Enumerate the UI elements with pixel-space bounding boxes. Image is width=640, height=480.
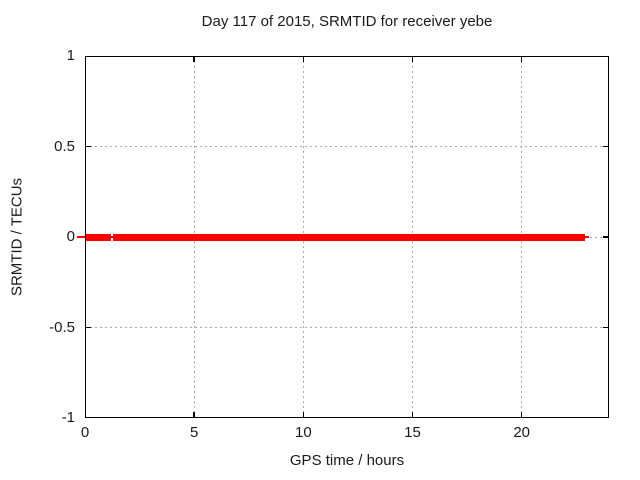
y-tick-label: -1 (61, 409, 75, 426)
x-tick-label: 20 (513, 424, 530, 441)
x-axis-label: GPS time / hours (289, 452, 405, 469)
y-tick-label: 0.5 (54, 137, 75, 155)
data-series-segment (112, 233, 585, 241)
x-tick-mark-top (411, 56, 414, 62)
x-tick-label: 5 (189, 424, 199, 441)
y-tick-label: 1 (66, 47, 75, 64)
chart-title: Day 117 of 2015, SRMTID for receiver yeb… (201, 13, 493, 30)
y-tick-label: 0 (66, 228, 75, 245)
x-tick-mark-top (520, 56, 523, 62)
x-tick-mark-bottom (193, 412, 195, 418)
x-tick-mark-top (193, 56, 195, 62)
y-tick-mark-right (603, 236, 609, 238)
y-gridline (85, 327, 609, 328)
x-tick-mark-bottom (302, 412, 305, 418)
y-tick-mark-right (603, 326, 609, 329)
y-tick-mark-left (85, 326, 91, 329)
y-tick-label: -0.5 (49, 318, 75, 336)
x-tick-mark-bottom (411, 412, 414, 418)
y-gridline (85, 146, 609, 147)
y-tick-mark-right (603, 145, 609, 148)
data-series-segment (85, 233, 111, 241)
x-tick-mark-bottom (520, 412, 523, 418)
x-tick-label: 15 (404, 424, 421, 441)
x-tick-label: 10 (294, 424, 312, 441)
plot-border (85, 56, 609, 418)
x-tick-mark-top (302, 56, 305, 62)
y-tick-mark-left (85, 145, 91, 148)
x-tick-label: 0 (80, 424, 90, 441)
plot-area (76, 56, 609, 418)
